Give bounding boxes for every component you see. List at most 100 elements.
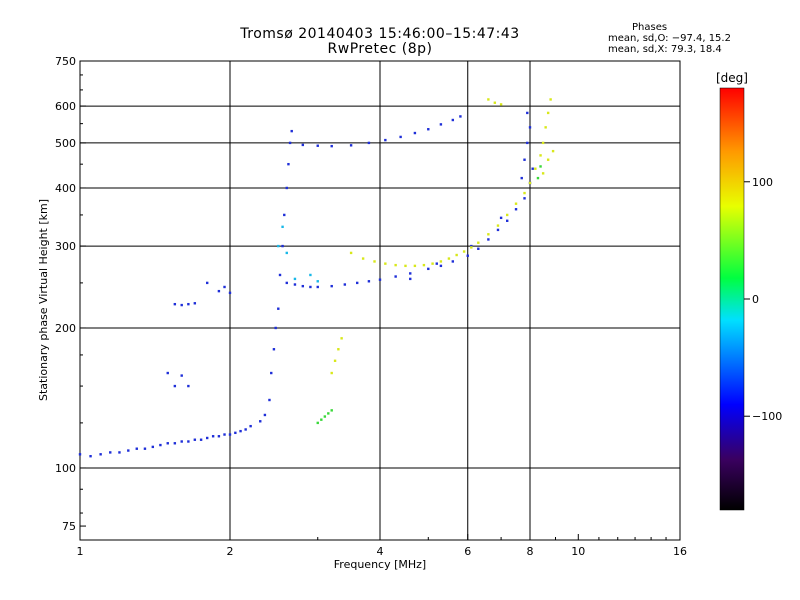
data-point — [539, 154, 542, 157]
y-tick-label: 600 — [55, 100, 76, 113]
data-point — [173, 442, 177, 445]
y-tick-label: 75 — [62, 520, 76, 533]
data-point — [427, 128, 430, 131]
data-point — [205, 281, 209, 285]
data-point — [293, 283, 297, 286]
x-tick-label: 8 — [527, 545, 534, 558]
data-point — [228, 433, 232, 436]
data-point — [394, 263, 397, 267]
phases-heading: Phases — [632, 22, 668, 33]
colorbar-tick-label: 0 — [752, 293, 759, 306]
data-point — [333, 359, 337, 362]
data-point — [549, 98, 552, 101]
data-point — [541, 141, 545, 145]
data-point — [323, 415, 327, 418]
data-point — [281, 244, 284, 248]
data-point — [223, 285, 226, 289]
data-point — [234, 431, 237, 435]
data-point — [288, 141, 292, 145]
data-point — [199, 438, 203, 441]
y-tick-label: 100 — [55, 462, 76, 475]
data-point — [109, 451, 112, 454]
y-tick-label: 200 — [55, 322, 76, 335]
data-point — [259, 420, 262, 423]
data-point — [166, 442, 169, 445]
axis-ticks: 1 2 4 6 8 10 16 75 100 200 300 400 500 600 750 — [55, 55, 687, 558]
data-point — [173, 384, 177, 388]
data-point — [166, 371, 169, 375]
data-point — [536, 176, 540, 180]
data-point — [159, 443, 162, 447]
data-point — [285, 186, 288, 190]
data-point — [193, 438, 197, 441]
data-point — [487, 238, 490, 241]
x-tick-label: 10 — [571, 545, 585, 558]
phases-line-o: mean, sd,O: −97.4, 15.2 — [608, 33, 731, 44]
data-point — [439, 264, 443, 268]
data-point — [413, 264, 417, 268]
data-point — [399, 135, 402, 139]
data-point — [340, 337, 343, 340]
data-point — [263, 413, 267, 417]
data-point — [343, 283, 347, 286]
x-tick-label: 2 — [227, 545, 234, 558]
data-point — [528, 181, 532, 185]
data-point — [493, 101, 497, 104]
data-point — [455, 253, 458, 257]
data-point — [330, 284, 333, 288]
data-point — [477, 247, 480, 250]
data-point — [487, 98, 490, 101]
data-point — [470, 246, 473, 249]
data-point — [439, 260, 443, 263]
data-point — [499, 216, 503, 220]
data-point — [151, 445, 155, 449]
data-point — [283, 213, 286, 217]
colorbar-tick-label: 100 — [752, 176, 773, 189]
data-point — [520, 176, 523, 180]
colorbar-tick-label: −100 — [752, 410, 782, 423]
data-point — [523, 158, 526, 161]
data-point — [277, 244, 280, 248]
x-tick-label: 6 — [464, 545, 471, 558]
data-point — [180, 374, 183, 377]
data-point — [470, 244, 473, 248]
x-tick-label: 4 — [377, 545, 384, 558]
data-point — [285, 281, 288, 285]
data-point — [217, 435, 221, 438]
data-point — [135, 447, 138, 450]
data-point — [327, 412, 330, 415]
data-point — [514, 208, 518, 211]
data-point — [451, 118, 455, 122]
data-point — [487, 233, 490, 236]
data-point — [223, 433, 226, 436]
data-point — [451, 260, 455, 263]
data-point — [404, 264, 407, 268]
data-point — [89, 454, 92, 458]
data-point — [378, 278, 382, 281]
data-point — [528, 126, 532, 129]
data-point — [320, 418, 323, 421]
data-point — [272, 348, 276, 351]
data-point — [496, 228, 500, 232]
data-point — [355, 281, 359, 285]
data-point — [330, 144, 333, 148]
data-point — [373, 260, 376, 263]
data-point — [173, 302, 177, 306]
data-point — [431, 262, 434, 265]
x-tick-label: 16 — [673, 545, 687, 558]
data-point — [514, 202, 518, 205]
data-point — [187, 440, 190, 443]
data-point — [187, 384, 190, 388]
data-point — [435, 262, 438, 265]
data-point — [301, 143, 305, 147]
data-point — [349, 144, 353, 147]
data-point — [316, 421, 319, 425]
x-axis-label: Frequency [MHz] — [334, 558, 426, 571]
grid-lines — [80, 61, 680, 540]
data-point — [505, 213, 509, 217]
data-point — [526, 141, 529, 145]
data-point — [505, 219, 509, 222]
data-point — [384, 138, 387, 142]
data-point — [523, 191, 526, 195]
